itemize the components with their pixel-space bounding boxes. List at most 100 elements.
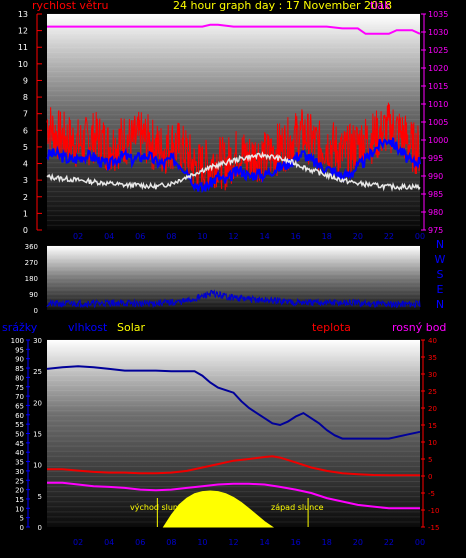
- pressure-series-line: [47, 23, 421, 35]
- temperature-time-tick-label: 18: [322, 538, 332, 547]
- rain-tick-label: 95: [15, 346, 24, 354]
- temperature-tick-label: 25: [428, 388, 437, 396]
- temperature-axis: -15 -10 -5 0 5 10 15 20 25 30 35 40: [421, 337, 439, 532]
- dewpoint-axis-label: rosný bod: [392, 321, 446, 334]
- pressure-axis-label: tlak: [370, 0, 391, 12]
- temperature-time-tick-label: 16: [291, 538, 301, 547]
- rain-tick-label: 40: [15, 449, 24, 457]
- compass-label: N: [436, 298, 444, 311]
- wind-time-tick-label: 04: [104, 232, 114, 241]
- rain-tick-label: 5: [20, 515, 24, 523]
- direction-tick-label: 270: [25, 259, 38, 267]
- wind-speed-tick-label: 5: [23, 143, 28, 152]
- direction-gridlines: [47, 245, 420, 307]
- pressure-tick-label: 1020: [428, 64, 448, 73]
- direction-axis: 0 90 180 270 360: [25, 243, 38, 315]
- rain-tick-label: 10: [15, 505, 24, 513]
- wind-speed-tick-label: 4: [23, 160, 28, 169]
- wind-time-tick-label: 02: [73, 232, 83, 241]
- temperature-time-tick-label: 20: [353, 538, 363, 547]
- humidity-tick-label: 10: [33, 462, 42, 470]
- rain-tick-label: 65: [15, 402, 24, 410]
- temperature-tick-label: 0: [428, 473, 432, 481]
- compass-label: E: [437, 283, 444, 296]
- temperature-panel: 0510152025303540455055606570758085909510…: [2, 321, 446, 547]
- wind-speed-tick-label: 2: [23, 193, 28, 202]
- rain-tick-label: 70: [15, 393, 24, 401]
- humidity-axis: 0 5 10 15 20 25 30: [33, 337, 42, 532]
- temperature-time-tick-label: 22: [384, 538, 394, 547]
- temperature-time-tick-label: 14: [259, 538, 269, 547]
- wind-speed-tick-label: 11: [18, 43, 28, 52]
- temperature-time-tick-label: 10: [197, 538, 207, 547]
- compass-label: S: [437, 268, 444, 281]
- average-series-line: [46, 137, 421, 194]
- temperature-time-tick-label: 04: [104, 538, 114, 547]
- sunset-annotation: západ slunce: [271, 503, 324, 512]
- compass-label: N: [436, 238, 444, 251]
- temperature-tick-label: -15: [428, 524, 439, 532]
- humidity-tick-label: 25: [33, 368, 42, 376]
- wind-speed-tick-label: 8: [23, 93, 28, 102]
- temperature-tick-label: 15: [428, 422, 437, 430]
- pressure-tick-label: 1015: [428, 82, 448, 91]
- temperature-time-tick-label: 12: [228, 538, 238, 547]
- wind-time-axis: 02 04 06 08 10 12 14 16 18 20 22 00: [73, 232, 425, 241]
- rain-tick-label: 35: [15, 459, 24, 467]
- wind-time-tick-label: 20: [353, 232, 363, 241]
- temperature-tick-label: 40: [428, 337, 437, 345]
- rain-tick-label: 100: [11, 337, 24, 345]
- direction-tick-label: 360: [25, 243, 38, 251]
- pressure-tick-label: 985: [428, 190, 443, 199]
- rain-tick-label: 75: [15, 384, 24, 392]
- wind-speed-tick-label: 7: [23, 110, 28, 119]
- wind-speed-tick-label: 3: [23, 176, 28, 185]
- white-series-line: [46, 151, 421, 192]
- wind-time-tick-label: 10: [197, 232, 207, 241]
- humidity-axis-label: vlhkost: [68, 321, 108, 334]
- wind-time-tick-label: 08: [166, 232, 176, 241]
- rain-tick-label: 45: [15, 440, 24, 448]
- rain-tick-label: 55: [15, 421, 24, 429]
- rain-tick-label: 85: [15, 365, 24, 373]
- wind-time-tick-label: 14: [259, 232, 269, 241]
- temperature-time-tick-label: 00: [415, 538, 425, 547]
- solar-area: [162, 490, 275, 528]
- gust-series-line: [46, 102, 421, 191]
- pressure-axis: 975 980 985 990 995 1000 1005 1010 1015 1020 1025 1…: [421, 10, 448, 235]
- temperature-tick-label: -10: [428, 507, 439, 515]
- temperature-tick-label: 35: [428, 354, 437, 362]
- pressure-tick-label: 1025: [428, 46, 448, 55]
- wind-speed-tick-label: 10: [18, 60, 28, 69]
- pressure-tick-label: 1035: [428, 10, 448, 19]
- rain-tick-label: 25: [15, 477, 24, 485]
- wind-speed-tick-label: 13: [18, 10, 28, 19]
- wind-time-tick-label: 22: [384, 232, 394, 241]
- rain-tick-label: 15: [15, 496, 24, 504]
- wind-time-tick-label: 06: [135, 232, 145, 241]
- direction-series-layer: [46, 289, 421, 309]
- rain-axis-label: srážky: [2, 321, 38, 334]
- temperature-time-tick-label: 06: [135, 538, 145, 547]
- direction-tick-label: 90: [29, 291, 38, 299]
- humidity-series-line: [46, 365, 421, 440]
- pressure-tick-label: 975: [428, 226, 443, 235]
- direction-series-line: [46, 289, 421, 309]
- pressure-tick-label: 1010: [428, 100, 448, 109]
- temperature-time-tick-label: 08: [166, 538, 176, 547]
- wind-time-tick-label: 12: [228, 232, 238, 241]
- wind-speed-tick-label: 1: [23, 209, 28, 218]
- humidity-tick-label: 0: [38, 524, 42, 532]
- pressure-tick-label: 995: [428, 154, 443, 163]
- wind-gridlines: [47, 13, 420, 226]
- wind-speed-tick-label: 12: [18, 27, 28, 36]
- pressure-tick-label: 1000: [428, 136, 448, 145]
- rain-tick-label: 20: [15, 487, 24, 495]
- rain-tick-label: 30: [15, 468, 24, 476]
